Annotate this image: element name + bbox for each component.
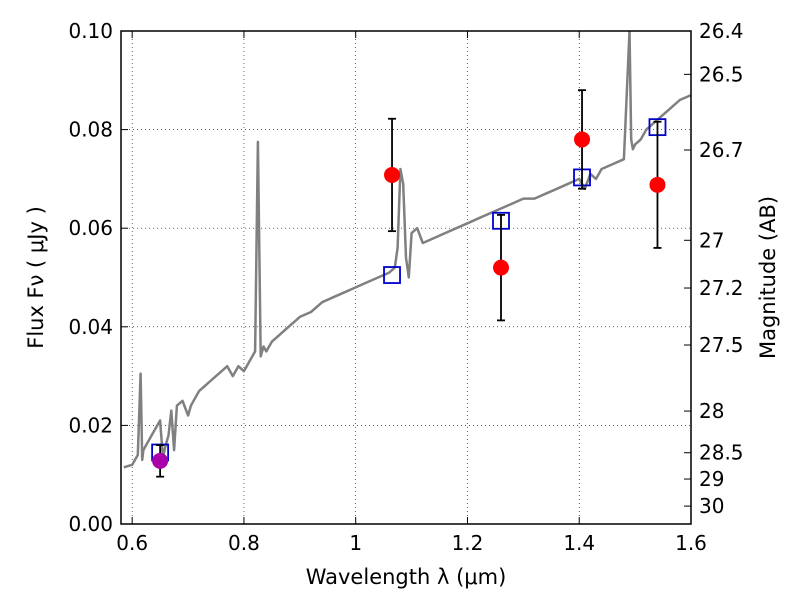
y-tick-label: 0.10 bbox=[68, 19, 113, 43]
y-axis: 0.00 0.02 0.04 0.06 0.08 0.10 bbox=[68, 19, 128, 536]
y-axis-label: Flux Fν ( μJy ) bbox=[24, 206, 48, 349]
y-tick-label: 0.08 bbox=[68, 118, 113, 142]
y2-axis: 26.4 26.5 26.7 27 27.2 27.5 28 28.529 30 bbox=[684, 19, 744, 518]
y2-tick-label: 29 bbox=[699, 467, 724, 491]
y2-tick-label: 30 bbox=[699, 494, 724, 518]
y2-tick-label: 26.4 bbox=[699, 19, 744, 43]
measured-flux-point bbox=[574, 131, 591, 148]
x-tick-label: 1.4 bbox=[563, 531, 595, 555]
y-tick-label: 0.06 bbox=[68, 216, 113, 240]
y2-tick-label: 26.5 bbox=[699, 62, 744, 86]
x-tick-label: 0.8 bbox=[228, 531, 260, 555]
measured-flux-point bbox=[649, 176, 666, 193]
measured-flux-point bbox=[384, 166, 401, 183]
measured-flux-point bbox=[493, 259, 509, 276]
x-tick-label: 0.6 bbox=[116, 531, 148, 555]
x-tick-label: 1.2 bbox=[452, 531, 484, 555]
y2-tick-label: 27 bbox=[699, 228, 724, 252]
y2-tick-label: 28 bbox=[699, 399, 724, 423]
y2-tick-label: 26.7 bbox=[699, 138, 744, 162]
y-tick-label: 0.02 bbox=[68, 413, 113, 437]
plot-area bbox=[123, 31, 691, 478]
x-axis: 0.6 0.8 1 1.2 1.4 1.6 bbox=[116, 31, 707, 555]
y-tick-label: 0.00 bbox=[68, 512, 113, 536]
spectrum-line bbox=[123, 31, 691, 469]
x-axis-label: Wavelength λ (μm) bbox=[306, 565, 507, 589]
plot-frame bbox=[120, 30, 692, 525]
measured-flux-point bbox=[152, 452, 169, 469]
y-tick-label: 0.04 bbox=[68, 315, 113, 339]
y2-tick-label: 28.5 bbox=[699, 441, 744, 465]
y2-axis-label: Magnitude (AB) bbox=[756, 196, 780, 359]
y2-tick-label: 27.2 bbox=[699, 276, 744, 300]
model-square-point bbox=[383, 266, 401, 284]
x-tick-label: 1 bbox=[349, 531, 362, 555]
y2-tick-label: 27.5 bbox=[699, 333, 744, 357]
x-tick-label: 1.6 bbox=[675, 531, 707, 555]
grid bbox=[121, 30, 692, 525]
